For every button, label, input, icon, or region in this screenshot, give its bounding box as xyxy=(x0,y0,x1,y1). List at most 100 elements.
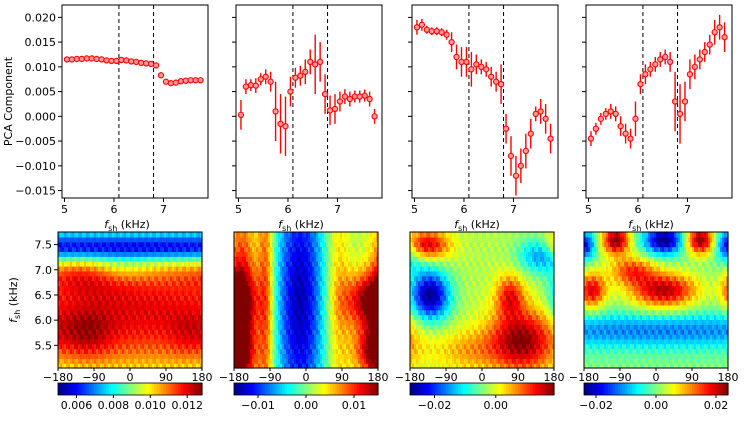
data-point xyxy=(618,124,623,129)
data-point xyxy=(608,109,613,114)
data-point xyxy=(707,42,712,47)
data-point xyxy=(628,136,633,141)
data-point xyxy=(633,116,638,121)
data-point xyxy=(712,30,717,35)
axes-frame xyxy=(62,5,208,198)
x-tick-label: 7 xyxy=(510,203,517,216)
colorbar-tick-label: 0.006 xyxy=(61,399,93,412)
x-axis-label: fsh (kHz) xyxy=(628,218,674,233)
data-point xyxy=(238,112,243,117)
data-point xyxy=(697,57,702,62)
data-point xyxy=(69,57,74,62)
data-point xyxy=(158,73,163,78)
data-point xyxy=(104,58,109,63)
data-point xyxy=(129,59,134,64)
y-tick-label: 0.020 xyxy=(25,11,57,24)
data-point xyxy=(263,74,268,79)
colorbar-tick-label: 0.012 xyxy=(171,399,203,412)
data-point xyxy=(687,72,692,77)
data-point xyxy=(638,82,643,87)
data-point xyxy=(318,59,323,64)
colorbar-tick-label: 0.00 xyxy=(294,399,319,412)
data-point xyxy=(603,111,608,116)
data-point xyxy=(663,54,668,59)
data-point xyxy=(99,57,104,62)
y-tick-label: 6.0 xyxy=(35,314,53,327)
data-point xyxy=(253,83,258,88)
data-point xyxy=(273,109,278,114)
data-point xyxy=(543,116,548,121)
y-tick-label: −0.005 xyxy=(15,135,56,148)
data-point xyxy=(357,94,362,99)
x-tick-label: 5 xyxy=(61,203,68,216)
data-point xyxy=(672,99,677,104)
y-tick-label: 0.015 xyxy=(25,36,57,49)
data-point xyxy=(692,64,697,69)
data-point xyxy=(139,60,144,65)
data-point xyxy=(494,79,499,84)
x-axis-label: fsh (kHz) xyxy=(104,218,150,233)
heatmap-panel-3: −180−90090180Shaking Phase (°)−0.020.00 xyxy=(395,232,565,412)
data-point xyxy=(332,106,337,111)
x-axis-label-unit: (kHz) xyxy=(291,218,324,231)
y-tick-label: −0.015 xyxy=(15,185,56,198)
y-tick-label: 7.0 xyxy=(35,264,53,277)
x-axis-label-unit: (kHz) xyxy=(467,218,500,231)
x-axis-label: fsh (kHz) xyxy=(454,218,500,233)
data-point xyxy=(288,89,293,94)
y-axis-label: fsh (kHz) xyxy=(7,277,22,323)
data-point xyxy=(89,56,94,61)
data-point xyxy=(449,40,454,45)
data-point xyxy=(144,61,149,66)
data-point xyxy=(623,131,628,136)
y-axis-label: PCA Component xyxy=(2,56,15,146)
data-point xyxy=(347,96,352,101)
x-tick-label: 7 xyxy=(334,203,341,216)
data-point xyxy=(538,109,543,114)
data-point xyxy=(258,77,263,82)
axes-frame xyxy=(586,5,732,198)
colorbar-tick-label: 0.010 xyxy=(135,399,167,412)
x-tick-label: 6 xyxy=(460,203,467,216)
data-point xyxy=(464,59,469,64)
data-point xyxy=(717,25,722,30)
data-point xyxy=(498,82,503,87)
data-point xyxy=(518,163,523,168)
x-axis-label-unit: (kHz) xyxy=(641,218,674,231)
y-tick-label: 5.5 xyxy=(35,339,53,352)
x-tick-label: 5 xyxy=(585,203,592,216)
data-point xyxy=(479,64,484,69)
data-point xyxy=(533,111,538,116)
y-tick-label: 0.005 xyxy=(25,86,57,99)
data-point xyxy=(469,67,474,72)
data-point xyxy=(372,114,377,119)
data-point xyxy=(322,91,327,96)
x-tick-label: 180 xyxy=(368,371,389,384)
x-tick-label: −180 xyxy=(43,371,73,384)
data-point xyxy=(248,83,253,88)
data-point xyxy=(79,56,84,61)
data-point xyxy=(548,136,553,141)
data-point xyxy=(439,30,444,35)
x-axis-label: fsh (kHz) xyxy=(278,218,324,233)
x-tick-label: −180 xyxy=(219,371,249,384)
data-point xyxy=(523,148,528,153)
data-point xyxy=(114,58,119,63)
data-point xyxy=(682,99,687,104)
data-point xyxy=(342,94,347,99)
data-point xyxy=(268,79,273,84)
x-tick-label: 6 xyxy=(110,203,117,216)
data-point xyxy=(337,99,342,104)
axes-frame xyxy=(412,5,558,198)
x-tick-label: 6 xyxy=(634,203,641,216)
data-point xyxy=(303,69,308,74)
data-point xyxy=(414,25,419,30)
data-point xyxy=(94,56,99,61)
data-point xyxy=(153,63,158,68)
data-point xyxy=(722,35,727,40)
